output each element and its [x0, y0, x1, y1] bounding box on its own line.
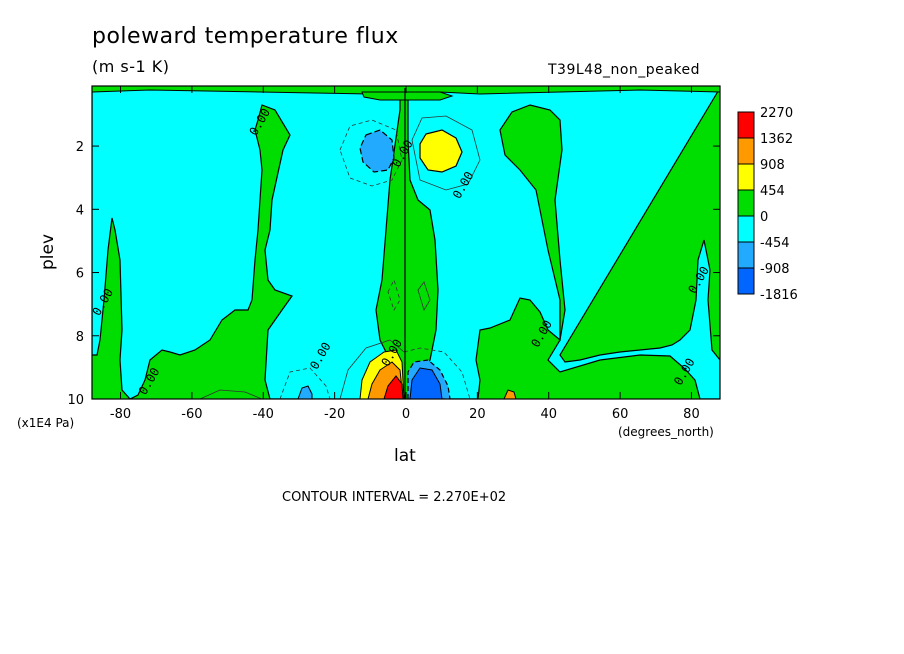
x-axis-ticks: -80 -60 -40 -20 0 20 40 60 80: [110, 86, 700, 422]
x-axis-label: lat: [394, 446, 416, 466]
x-tick-label: -20: [324, 407, 345, 422]
x-tick-label: 0: [402, 407, 410, 422]
legend-level-label: 2270: [760, 106, 793, 121]
region-yellow-upper: [419, 129, 463, 173]
chart-subtitle: (m s-1 K): [92, 57, 170, 76]
y-tick-label: 6: [76, 267, 84, 282]
x-tick-label: 40: [540, 407, 557, 422]
color-legend: 2270 1362 908 454 0 -454 -908 -1816: [737, 106, 798, 303]
x-tick-label: -40: [253, 407, 274, 422]
legend-level-label: -908: [760, 262, 790, 277]
run-label: T39L48_non_peaked: [548, 62, 700, 78]
y-tick-label: 2: [76, 140, 84, 155]
contour-interval-text: CONTOUR INTERVAL = 2.270E+02: [282, 490, 507, 505]
y-axis-ticks: 2 4 6 8 10: [67, 140, 720, 408]
contour-line-1: [339, 119, 403, 187]
contour-line-6: [339, 339, 405, 399]
legend-swatch: [737, 111, 755, 139]
legend-level-label: -1816: [760, 288, 798, 303]
contour-line-5: [279, 367, 331, 399]
legend-level-label: -454: [760, 236, 790, 251]
legend-level-label: 908: [760, 158, 785, 173]
contour-line-2: [411, 115, 481, 191]
legend-level-label: 0: [760, 210, 768, 225]
x-tick-label: -60: [181, 407, 202, 422]
y-tick-label: 4: [76, 203, 84, 218]
x-axis-units: (degrees_north): [618, 425, 714, 439]
contour-fill: [92, 86, 720, 399]
legend-swatch: [737, 163, 755, 191]
region-green-top-center: [361, 91, 454, 101]
legend-swatch: [737, 189, 755, 217]
y-axis-units: (x1E4 Pa): [17, 416, 75, 430]
region-blue-lower-inner: [409, 367, 443, 399]
region-blue-upper: [359, 129, 395, 173]
region-orange-small-right: [503, 389, 517, 399]
x-tick-label: 60: [612, 407, 629, 422]
contour-line-4: [387, 278, 401, 311]
x-tick-label: 20: [469, 407, 486, 422]
region-blue-small-left: [297, 385, 313, 399]
y-tick-label: 8: [76, 330, 84, 345]
x-tick-label: -80: [110, 407, 131, 422]
contour-line-7: [403, 347, 471, 399]
legend-swatch: [737, 137, 755, 165]
legend-swatch: [737, 241, 755, 269]
legend-level-label: 454: [760, 184, 785, 199]
contour-line-3: [417, 281, 431, 311]
y-tick-label: 10: [67, 393, 84, 408]
contour-line-8: [199, 389, 263, 399]
region-red-lower: [383, 375, 404, 399]
region-cyan-left: [92, 87, 406, 399]
x-tick-label: 80: [683, 407, 700, 422]
legend-swatch: [737, 267, 755, 295]
legend-swatch: [737, 215, 755, 243]
legend-level-label: 1362: [760, 132, 793, 147]
chart-title: poleward temperature flux: [92, 24, 399, 49]
